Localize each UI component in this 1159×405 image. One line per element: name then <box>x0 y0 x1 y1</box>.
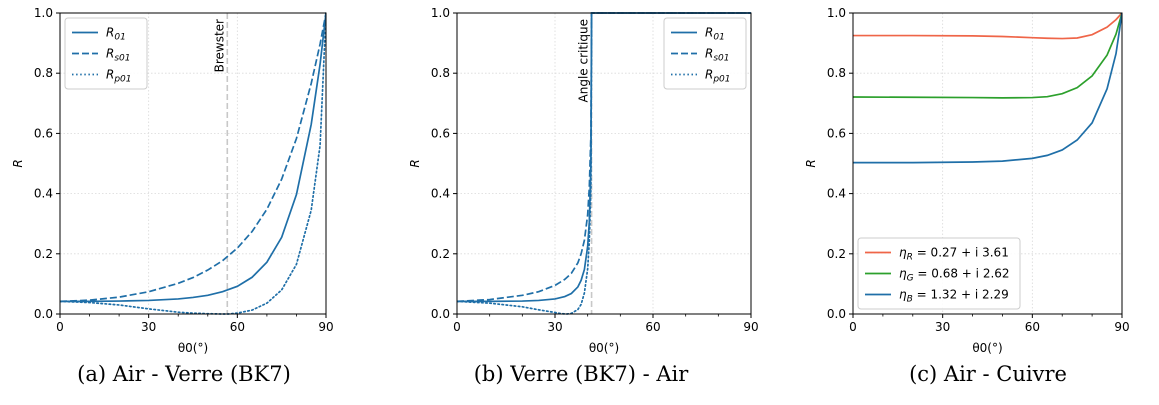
legend-box <box>64 17 148 90</box>
legend-label-2: Rp01 <box>106 68 132 85</box>
x-tick-label-1: 30 <box>547 320 562 334</box>
x-tick-label-3: 90 <box>743 320 758 334</box>
plot-frame <box>456 12 752 315</box>
y-tick-label-5: 1.0 <box>34 6 53 20</box>
series-line-ηG = 0.68 + i 2.62 <box>853 12 1122 99</box>
legend-box <box>857 237 1021 310</box>
x-tick-label-2: 60 <box>1025 320 1040 334</box>
y-tick-label-1: 0.2 <box>34 247 53 261</box>
y-tick-label-0: 0.0 <box>827 307 846 321</box>
legend-label-0: R01 <box>106 26 126 43</box>
y-tick-label-0: 0.0 <box>34 307 53 321</box>
y-axis-label: R <box>11 159 25 167</box>
y-tick-label-2: 0.4 <box>34 187 53 201</box>
caption-c: (c) Air - Cuivre <box>909 362 1067 386</box>
plot-frame <box>852 12 1123 315</box>
legend: R01 Rs01 Rp01 <box>64 17 148 90</box>
reference-vline-label: Angle critique <box>577 19 591 102</box>
chart-panel-2: 0 30 60 90 0.0 0.2 0.4 0.6 0.8 1.0 θ0(°) RηR = 0.27… <box>804 6 1130 355</box>
x-tick-label-2: 60 <box>645 320 660 334</box>
y-tick-label-5: 1.0 <box>827 6 846 20</box>
legend-label-2: Rp01 <box>705 68 731 85</box>
x-tick-label-0: 0 <box>453 320 461 334</box>
x-tick-label-3: 90 <box>318 320 333 334</box>
y-tick-label-4: 0.8 <box>827 66 846 80</box>
caption-a: (a) Air - Verre (BK7) <box>77 362 291 386</box>
x-tick-label-0: 0 <box>849 320 857 334</box>
chart-panel-1: Angle critique 0 30 60 90 0.0 0.2 0.4 0.6 0.8 1.0 θ… <box>408 6 759 355</box>
x-tick-label-1: 30 <box>935 320 950 334</box>
x-tick-label-3: 90 <box>1114 320 1129 334</box>
legend-label-0: R01 <box>705 26 725 43</box>
x-axis-label: θ0(°) <box>589 341 619 355</box>
series-line-Rp01 <box>457 12 751 315</box>
y-tick-label-3: 0.6 <box>827 126 846 140</box>
x-axis-label: θ0(°) <box>972 341 1002 355</box>
chart-panel-0: Brewster 0 30 60 90 0.0 0.2 0.4 0.6 0.8 1.0 θ0(°) R R… <box>11 6 334 355</box>
legend: R01 Rs01 Rp01 <box>663 17 747 90</box>
y-tick-label-2: 0.4 <box>827 187 846 201</box>
series-line-ηB = 1.32 + i 2.29 <box>853 12 1122 164</box>
caption-b: (b) Verre (BK7) - Air <box>473 362 689 386</box>
y-axis-label: R <box>804 159 818 167</box>
series-line-Rs01 <box>60 12 326 303</box>
y-tick-label-3: 0.6 <box>34 126 53 140</box>
figure: Brewster 0 30 60 90 0.0 0.2 0.4 0.6 0.8 1.0 θ0(°) R R… <box>11 6 1130 355</box>
y-tick-label-1: 0.2 <box>431 247 450 261</box>
y-tick-label-2: 0.4 <box>431 187 450 201</box>
legend: ηR = 0.27 + i 3.61 ηG = 0.68 + i 2.62 ηB =… <box>857 237 1021 310</box>
legend-label-1: Rs01 <box>106 47 131 64</box>
y-axis-label: R <box>408 159 422 167</box>
x-tick-label-0: 0 <box>56 320 64 334</box>
y-tick-label-5: 1.0 <box>431 6 450 20</box>
plot-frame <box>59 12 327 315</box>
y-tick-label-0: 0.0 <box>431 307 450 321</box>
y-tick-label-3: 0.6 <box>431 126 450 140</box>
y-tick-label-4: 0.8 <box>431 66 450 80</box>
legend-label-0: ηR = 0.27 + i 3.61 <box>899 246 1009 263</box>
legend-label-1: Rs01 <box>705 47 730 64</box>
y-tick-label-1: 0.2 <box>827 247 846 261</box>
legend-box <box>663 17 747 90</box>
reference-vline-label: Brewster <box>212 19 226 72</box>
series-line-R01 <box>60 12 326 303</box>
legend-label-1: ηG = 0.68 + i 2.62 <box>899 267 1010 284</box>
series-line-ηR = 0.27 + i 3.61 <box>853 12 1122 40</box>
x-tick-label-2: 60 <box>230 320 245 334</box>
y-tick-label-4: 0.8 <box>34 66 53 80</box>
x-axis-label: θ0(°) <box>178 341 208 355</box>
legend-label-2: ηB = 1.32 + i 2.29 <box>899 288 1009 305</box>
x-tick-label-1: 30 <box>141 320 156 334</box>
